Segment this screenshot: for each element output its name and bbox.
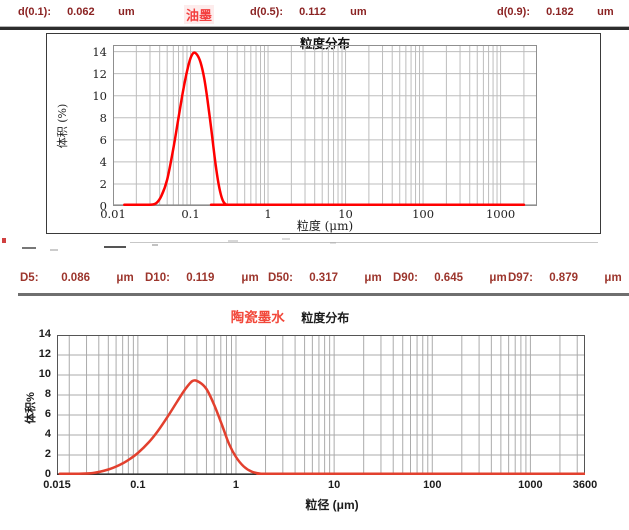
d05-unit: um <box>350 6 367 18</box>
x-tick-label: 0.015 <box>43 479 71 491</box>
d50-label: D50: <box>268 272 293 284</box>
d5-unit: μm <box>116 272 134 284</box>
bottom-chart-title: 陶瓷墨水 粒度分布 <box>140 306 440 327</box>
d50-unit: μm <box>364 272 382 284</box>
d01-label: d(0.1): <box>18 6 51 18</box>
x-tick-label: 3600 <box>572 479 598 491</box>
header-d05: d(0.5): 0.112 um <box>250 6 367 18</box>
x-tick-label: 100 <box>423 479 442 491</box>
x-tick-label: 100 <box>412 207 435 221</box>
y-tick-label: 0 <box>99 199 107 213</box>
x-tick-label: 0.1 <box>181 207 200 221</box>
x-tick-label: 10 <box>338 207 353 221</box>
bottom-chart-title-suffix: 粒度分布 <box>301 311 350 325</box>
y-tick-label: 12 <box>38 348 51 360</box>
d10-group: D10: 0.119 μm <box>145 272 259 284</box>
header-d01: d(0.1): 0.062 um <box>18 6 135 18</box>
y-tick-label: 12 <box>92 66 107 81</box>
x-tick-label: 10 <box>328 479 341 491</box>
y-tick-label: 10 <box>92 88 107 103</box>
faded-line <box>130 242 598 243</box>
x-tick-label: 1000 <box>518 479 543 491</box>
y-tick-label: 8 <box>44 388 51 400</box>
header-d09: d(0.9): 0.182 um <box>497 6 614 18</box>
d50-group: D50: 0.317 μm <box>268 272 382 284</box>
smudge-mark <box>104 246 126 248</box>
smudge-mark <box>2 238 6 243</box>
bottom-chart-xlabel: 粒径 (μm) <box>305 498 359 512</box>
d50-value: 0.317 <box>309 272 338 284</box>
d97-label: D97: <box>508 272 533 284</box>
d05-label: d(0.5): <box>250 6 283 18</box>
d10-unit: μm <box>241 272 259 284</box>
d01-unit: um <box>118 6 135 18</box>
d01-value: 0.062 <box>67 6 95 18</box>
d5-value: 0.086 <box>61 272 90 284</box>
sample-name-ink: 油墨 <box>184 5 215 24</box>
d90-unit: μm <box>489 272 507 284</box>
d05-value: 0.112 <box>299 6 326 18</box>
d09-unit: um <box>597 6 614 18</box>
d90-group: D90: 0.645 μm <box>393 272 507 284</box>
y-tick-label: 4 <box>99 154 107 169</box>
x-tick-label: 1000 <box>485 207 516 221</box>
top-chart-frame <box>46 33 601 234</box>
y-tick-label: 4 <box>44 428 51 440</box>
y-tick-label: 10 <box>38 368 51 380</box>
x-tick-label: 1 <box>232 479 240 491</box>
d97-unit: μm <box>604 272 622 284</box>
bottom-chart-plot <box>57 335 585 475</box>
y-tick-label: 14 <box>92 44 107 59</box>
smudge-mark <box>330 242 336 244</box>
smudge-mark <box>22 247 36 249</box>
smudge-mark <box>228 240 238 242</box>
y-tick-label: 8 <box>99 110 107 125</box>
top-chart-plot <box>113 45 537 206</box>
d90-value: 0.645 <box>434 272 463 284</box>
y-tick-label: 2 <box>44 448 51 460</box>
d-row-separator <box>18 293 629 296</box>
d5-group: D5: 0.086 μm <box>20 272 134 284</box>
d09-label: d(0.9): <box>497 6 530 18</box>
d10-label: D10: <box>145 272 170 284</box>
smudge-mark <box>152 244 158 246</box>
sample-name-ceramic: 陶瓷墨水 <box>230 310 285 325</box>
y-tick-label: 0 <box>44 468 51 480</box>
x-tick-label: 0.1 <box>130 479 146 491</box>
d97-group: D97: 0.879 μm <box>508 272 622 284</box>
y-tick-label: 14 <box>38 328 51 340</box>
d97-value: 0.879 <box>549 272 578 284</box>
top-chart-title: 粒度分布 <box>299 36 350 51</box>
d90-label: D90: <box>393 272 418 284</box>
x-tick-label: 0.01 <box>100 207 126 221</box>
header-separator <box>0 26 629 30</box>
y-tick-label: 6 <box>99 132 107 147</box>
x-tick-label: 1 <box>264 207 272 221</box>
d09-value: 0.182 <box>546 6 574 18</box>
y-tick-label: 2 <box>99 176 107 191</box>
top-chart-ylabel: 体积 (%) <box>56 103 69 149</box>
y-tick-label: 6 <box>44 408 51 420</box>
top-chart-xlabel: 粒度 (μm) <box>296 219 354 233</box>
d5-label: D5: <box>20 272 39 284</box>
d10-value: 0.119 <box>186 272 215 284</box>
smudge-mark <box>282 238 290 240</box>
smudge-mark <box>50 249 58 251</box>
